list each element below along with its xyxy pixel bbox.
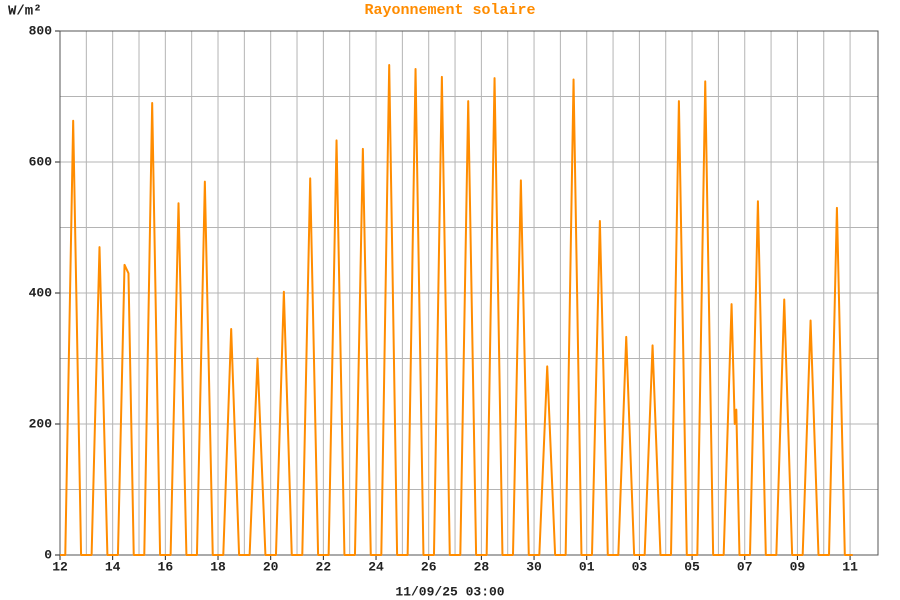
y-tick-label: 400 <box>29 285 53 300</box>
x-tick-label: 07 <box>737 559 753 574</box>
x-tick-label: 28 <box>474 559 490 574</box>
y-tick-label: 200 <box>29 416 53 431</box>
x-tick-label: 11 <box>842 559 858 574</box>
x-tick-label: 01 <box>579 559 595 574</box>
x-tick-label: 18 <box>210 559 226 574</box>
x-axis-label: 11/09/25 03:00 <box>395 584 504 599</box>
plot-frame <box>59 30 879 556</box>
x-tick-label: 30 <box>526 559 542 574</box>
x-tick-label: 05 <box>684 559 700 574</box>
data-line <box>60 64 853 556</box>
x-tick-label: 12 <box>52 559 68 574</box>
y-tick-label: 0 <box>44 547 52 562</box>
x-tick-label: 14 <box>105 559 121 574</box>
x-tick-label: 09 <box>790 559 806 574</box>
chart-title: Rayonnement solaire <box>364 2 535 19</box>
x-tick-label: 03 <box>632 559 648 574</box>
y-tick-label: 800 <box>29 23 53 38</box>
x-tick-label: 24 <box>368 559 384 574</box>
y-tick-label: 600 <box>29 154 53 169</box>
y-axis-label: W/m² <box>8 4 42 20</box>
x-tick-label: 22 <box>316 559 332 574</box>
x-tick-label: 16 <box>158 559 174 574</box>
x-tick-label: 26 <box>421 559 437 574</box>
x-tick-label: 20 <box>263 559 279 574</box>
